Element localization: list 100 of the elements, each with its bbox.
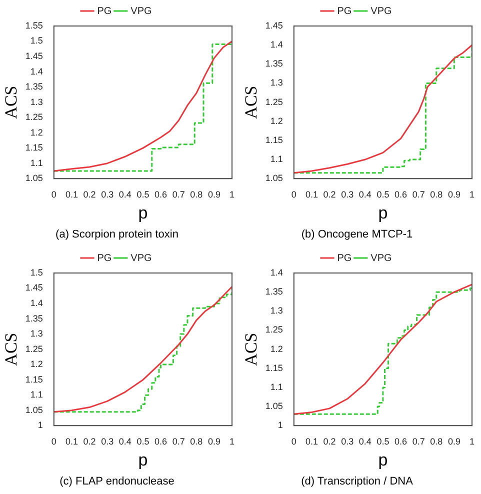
legend-label: VPG [130,252,152,264]
y-tick-label: 1.1 [270,154,283,164]
x-tick-label: 0.6 [154,189,168,200]
x-tick-label: 0.1 [65,189,78,200]
y-tick-label: 1.25 [25,344,43,354]
y-tick-label: 1.1 [270,382,283,392]
x-tick-label: 0.3 [341,189,354,200]
legend-label: VPG [370,6,392,17]
y-tick-label: 1.05 [265,173,283,184]
legend-label: PG [97,252,112,264]
x-tick-label: 0.3 [101,436,114,446]
y-tick-label: 1.3 [270,306,283,316]
y-tick-label: 1.2 [30,127,43,138]
y-tick-label: 1.3 [30,328,43,339]
y-axis-title: ACS [2,332,21,366]
y-tick-label: 1.25 [25,112,43,122]
x-tick-label: 0.7 [412,436,425,446]
y-tick-label: 1.05 [25,173,43,184]
y-tick-label: 1.2 [270,116,283,126]
y-tick-label: 1.45 [25,282,43,293]
y-tick-label: 1.4 [30,298,43,308]
y-tick-label: 1.2 [270,344,283,354]
y-tick-label: 1.5 [30,267,43,278]
y-tick-label: 1.2 [30,359,43,370]
y-tick-label: 1.3 [30,96,43,107]
x-axis-title: p [138,450,148,470]
x-tick-label: 0.8 [190,189,203,200]
x-tick-label: 0.9 [208,189,220,200]
text: (b) Oncogene MTCP-1 [301,228,413,240]
y-tick-label: 1.4 [30,66,43,76]
x-tick-label: 0.9 [448,436,460,446]
x-axis-title: p [378,203,388,222]
x-tick-label: 0.4 [118,189,132,200]
y-tick-label: 1.25 [265,324,283,335]
x-tick-label: 0.7 [172,436,185,446]
y-tick-label: 1.4 [270,40,283,50]
y-tick-label: 1.15 [25,374,43,384]
legend-label: PG [337,6,352,17]
x-tick-label: 0.4 [118,436,132,446]
y-tick-label: 1.4 [270,267,283,278]
y-tick-label: 1 [278,420,283,430]
y-tick-label: 1.35 [25,313,43,324]
y-tick-label: 1.05 [265,401,283,412]
text: (c) FLAP endonuclease [60,475,174,488]
x-tick-label: 0.1 [305,189,318,200]
y-axis-title: ACS [2,86,21,119]
x-tick-label: 0.8 [430,436,443,446]
y-tick-label: 1.35 [25,82,43,92]
y-axis-title: ACS [242,332,261,366]
x-tick-label: 0.9 [208,436,220,446]
y-tick-label: 1.25 [265,96,283,107]
legend-label: PG [337,252,352,264]
text: (a) Scorpion protein toxin [56,228,178,240]
legend-label: VPG [370,252,392,264]
x-tick-label: 0.3 [101,189,114,200]
x-tick-label: 0.7 [412,189,425,200]
x-tick-label: 0.6 [394,436,408,446]
x-tick-label: 0.2 [323,189,336,200]
y-tick-label: 1.05 [25,404,43,415]
x-tick-label: 0 [291,189,296,200]
x-tick-label: 0 [51,436,56,446]
y-tick-label: 1.45 [265,20,283,30]
y-tick-label: 1.15 [265,362,283,373]
x-tick-label: 1 [469,189,475,200]
y-tick-label: 1.1 [30,390,43,400]
x-tick-label: 0.5 [136,436,150,446]
y-tick-label: 1.35 [265,58,283,69]
x-tick-label: 0 [291,436,296,446]
x-tick-label: 0.4 [358,189,372,200]
x-tick-label: 0.5 [376,436,390,446]
y-tick-label: 1.55 [25,20,43,30]
y-tick-label: 1.35 [265,286,283,297]
y-tick-label: 1.15 [25,142,43,153]
y-tick-label: 1 [38,420,43,430]
x-tick-label: 0.2 [323,436,336,446]
x-tick-label: 0.1 [305,436,318,446]
x-tick-label: 0.1 [65,436,78,446]
x-tick-label: 0.5 [136,189,150,200]
x-tick-label: 0.3 [341,436,354,446]
text: (d) Transcription / DNA [301,475,414,488]
x-axis-title: p [138,203,148,222]
x-tick-label: 0.6 [154,436,168,446]
legend-label: PG [97,6,112,17]
x-tick-label: 0.6 [394,189,408,200]
x-tick-label: 0.2 [83,436,96,446]
x-tick-label: 0.8 [430,189,443,200]
x-axis-title: p [378,450,388,470]
y-tick-label: 1.1 [30,158,43,168]
x-tick-label: 1 [229,436,235,446]
x-tick-label: 0.9 [448,189,460,200]
y-tick-label: 1.15 [265,134,283,145]
x-tick-label: 0.2 [83,189,96,200]
y-tick-label: 1.5 [30,36,43,46]
x-tick-label: 0.5 [376,189,390,200]
y-axis-title: ACS [242,86,261,119]
y-tick-label: 1.45 [25,51,43,62]
x-tick-label: 0.8 [190,436,203,446]
x-tick-label: 0 [51,189,56,200]
x-tick-label: 1 [469,436,475,446]
y-tick-label: 1.3 [270,78,283,88]
